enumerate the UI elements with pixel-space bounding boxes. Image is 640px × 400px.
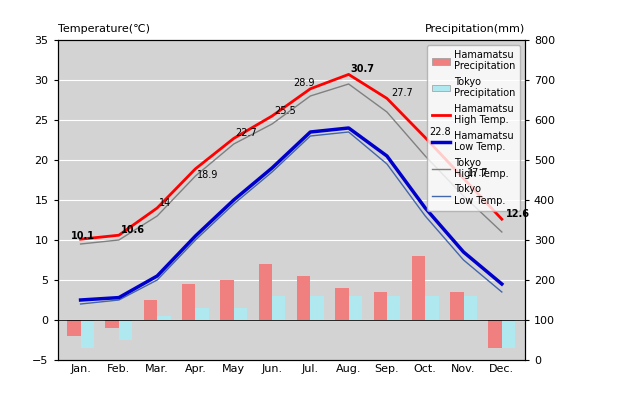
Text: 30.7: 30.7 bbox=[351, 64, 374, 74]
Text: Temperature(℃): Temperature(℃) bbox=[58, 24, 150, 34]
Text: 14: 14 bbox=[159, 198, 172, 208]
Bar bbox=[297, 276, 310, 320]
Bar bbox=[349, 296, 362, 320]
Bar bbox=[272, 296, 285, 320]
Bar bbox=[234, 308, 247, 320]
Bar bbox=[450, 292, 463, 320]
Legend: Hamamatsu
Precipitation, Tokyo
Precipitation, Hamamatsu
High Temp., Hamamatsu
Lo: Hamamatsu Precipitation, Tokyo Precipita… bbox=[428, 45, 520, 211]
Text: 22.8: 22.8 bbox=[429, 127, 451, 137]
Bar bbox=[182, 284, 195, 320]
Bar bbox=[144, 300, 157, 320]
Text: 10.1: 10.1 bbox=[71, 231, 95, 241]
Text: 25.5: 25.5 bbox=[274, 106, 296, 116]
Text: 17.7: 17.7 bbox=[467, 168, 489, 178]
Bar bbox=[220, 280, 234, 320]
Bar bbox=[502, 320, 515, 348]
Bar bbox=[425, 296, 438, 320]
Bar bbox=[81, 320, 94, 348]
Bar bbox=[157, 316, 171, 320]
Bar bbox=[387, 296, 401, 320]
Bar bbox=[106, 320, 119, 328]
Bar bbox=[310, 296, 324, 320]
Text: 22.7: 22.7 bbox=[236, 128, 257, 138]
Bar bbox=[119, 320, 132, 340]
Text: 27.7: 27.7 bbox=[391, 88, 413, 98]
Text: 10.6: 10.6 bbox=[121, 225, 145, 235]
Bar bbox=[374, 292, 387, 320]
Bar bbox=[259, 264, 272, 320]
Bar bbox=[195, 308, 209, 320]
Text: 18.9: 18.9 bbox=[197, 170, 219, 180]
Bar bbox=[488, 320, 502, 348]
Bar bbox=[412, 256, 425, 320]
Text: 28.9: 28.9 bbox=[293, 78, 315, 88]
Text: Precipitation(mm): Precipitation(mm) bbox=[424, 24, 525, 34]
Bar bbox=[67, 320, 81, 336]
Bar bbox=[463, 296, 477, 320]
Bar bbox=[335, 288, 349, 320]
Text: 12.6: 12.6 bbox=[506, 209, 530, 219]
